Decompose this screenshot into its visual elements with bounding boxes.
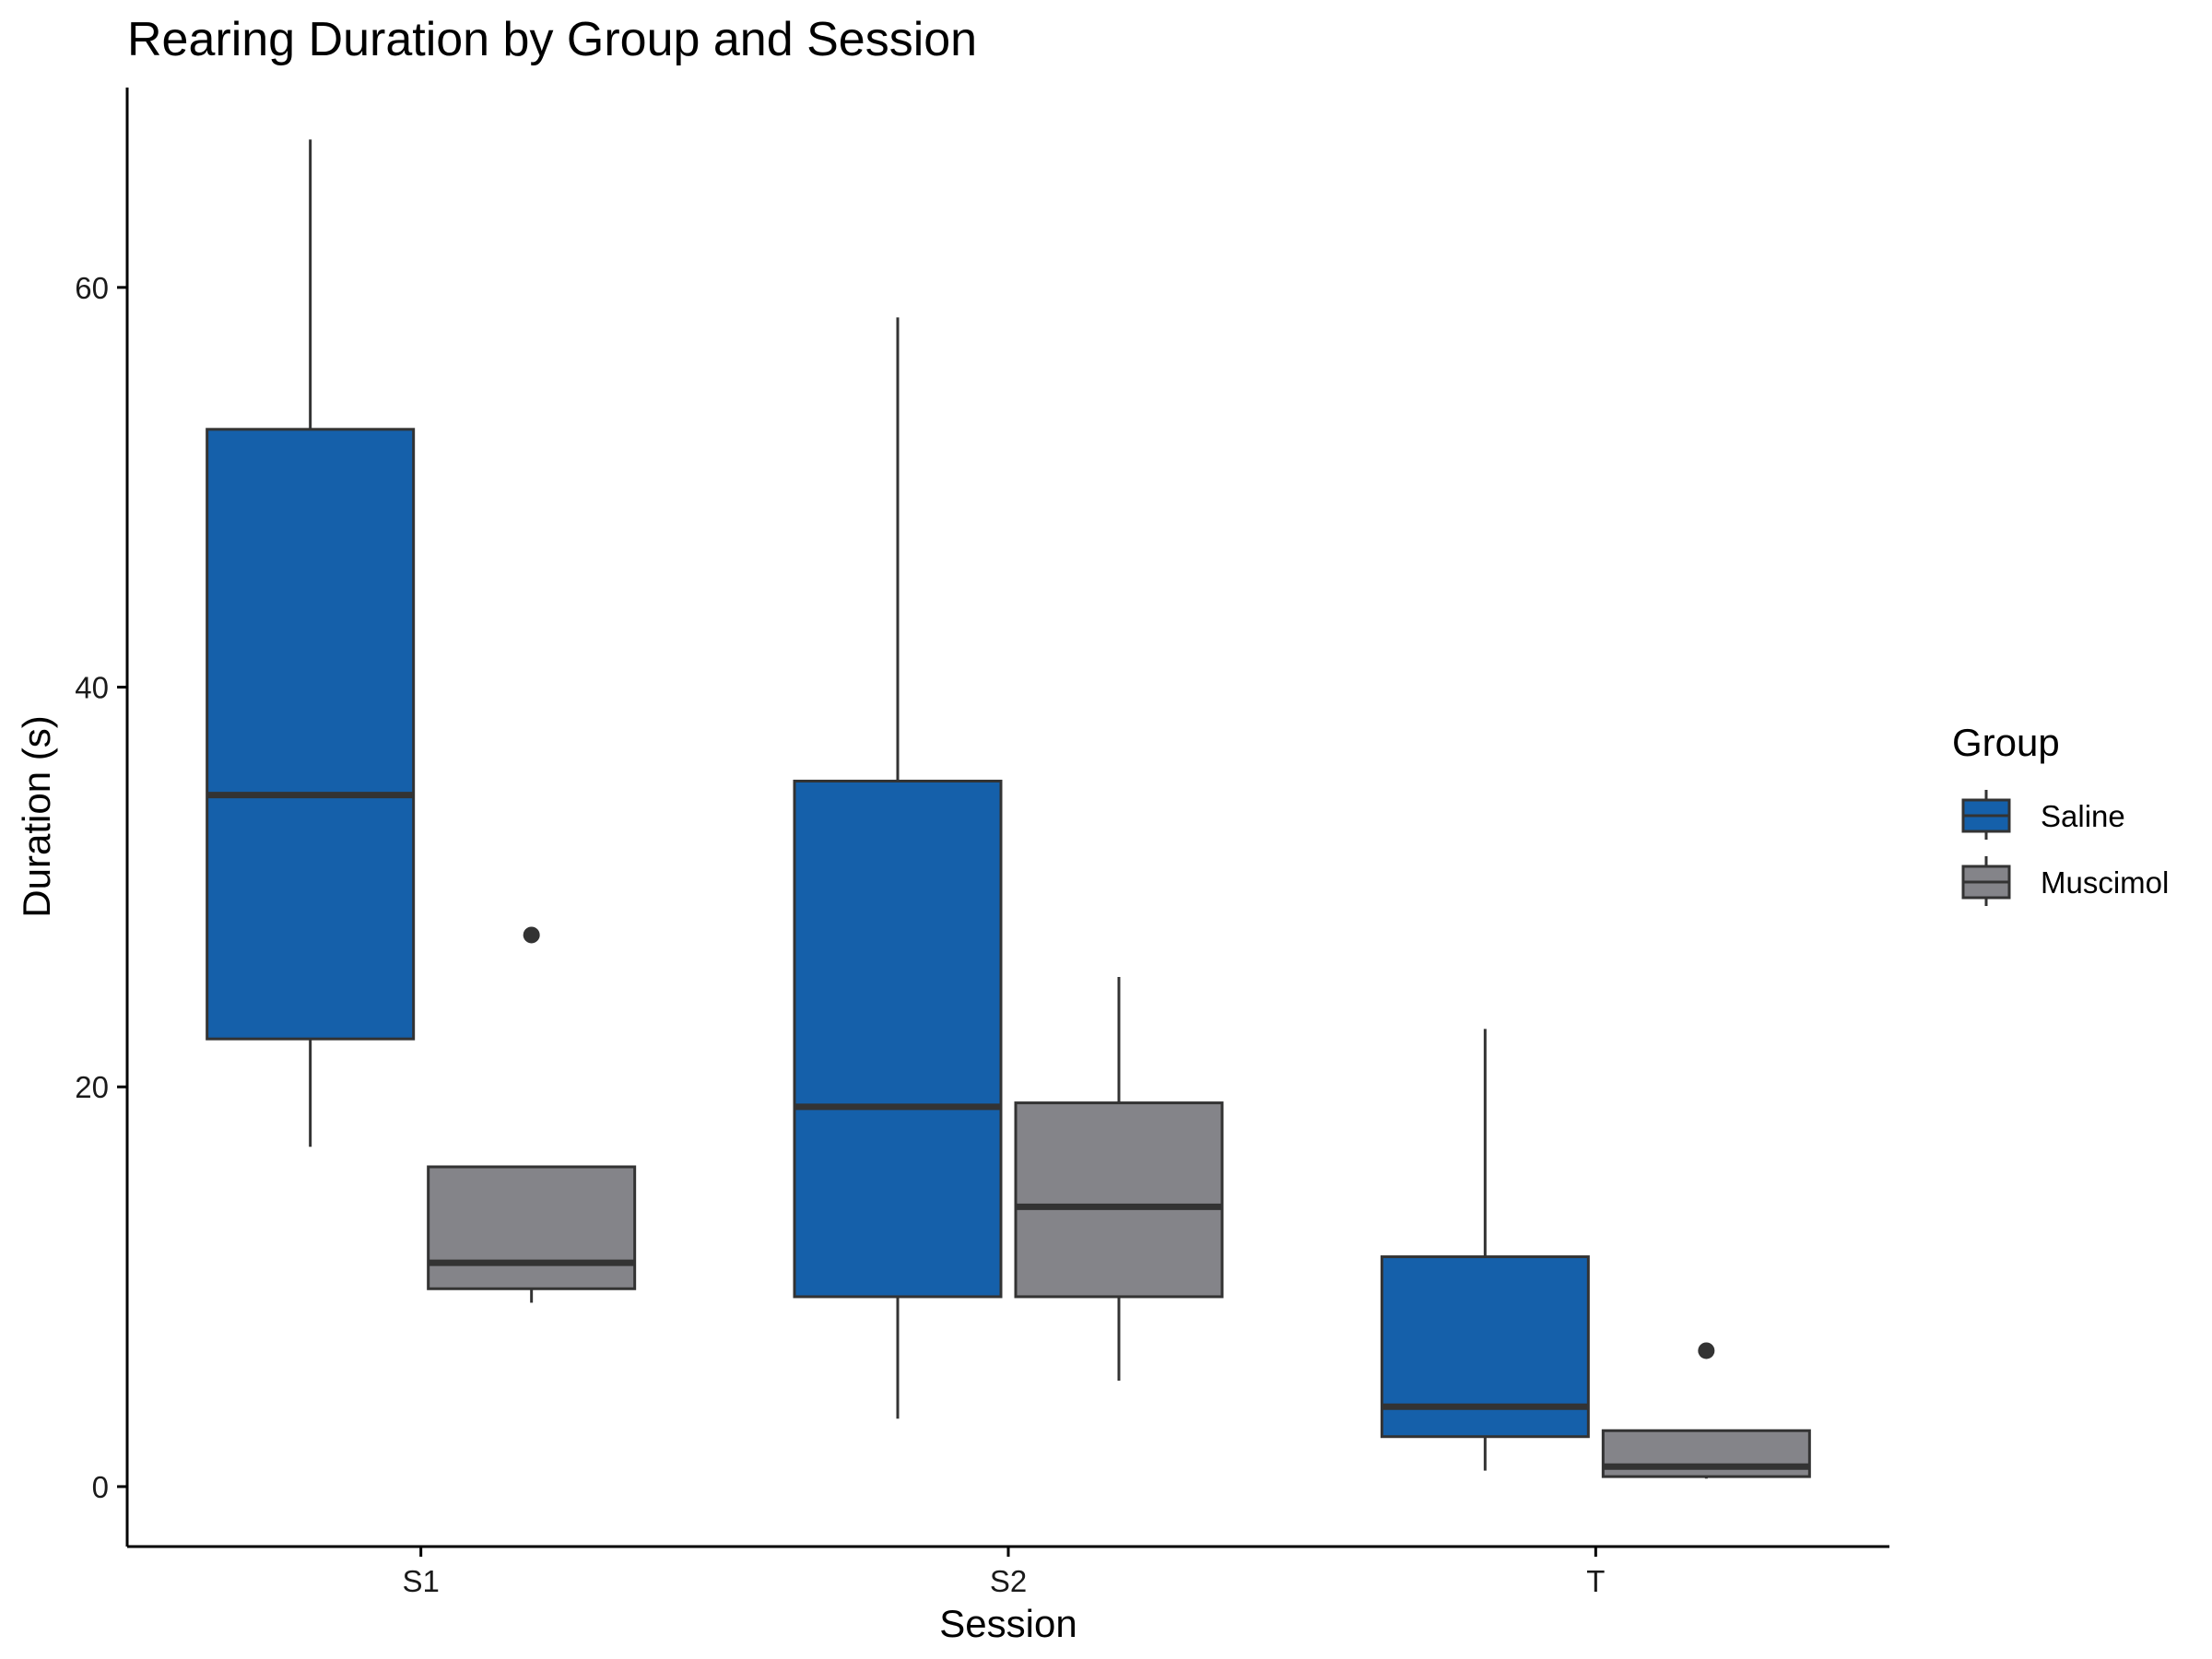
box-body bbox=[1014, 1101, 1224, 1299]
x-axis-title: Session bbox=[939, 1602, 1077, 1645]
series-muscimol bbox=[427, 926, 1811, 1479]
box-body bbox=[206, 428, 416, 1041]
legend: Group Saline Muscimol bbox=[1952, 721, 2169, 906]
box-muscimol-s1 bbox=[427, 926, 637, 1303]
y-axis-ticks: 0 20 40 60 bbox=[75, 271, 127, 1504]
legend-title: Group bbox=[1952, 721, 2060, 764]
legend-label: Muscimol bbox=[2041, 865, 2169, 900]
x-axis-ticks: S1 S2 T bbox=[402, 1547, 1605, 1598]
legend-items: Saline Muscimol bbox=[1961, 790, 2169, 906]
y-tick-label: 0 bbox=[92, 1470, 109, 1504]
legend-item-saline: Saline bbox=[1961, 790, 2125, 840]
y-tick-label: 40 bbox=[75, 671, 109, 705]
box-saline-s2 bbox=[793, 317, 1003, 1419]
box-saline-t bbox=[1380, 1029, 1590, 1471]
plot-area bbox=[206, 139, 1811, 1479]
legend-label: Saline bbox=[2041, 799, 2125, 833]
outlier-point bbox=[523, 926, 540, 944]
box-body bbox=[427, 1165, 637, 1290]
legend-item-muscimol: Muscimol bbox=[1961, 856, 2169, 906]
box-muscimol-s2 bbox=[1014, 976, 1224, 1382]
y-axis-title: Duration (s) bbox=[15, 715, 58, 917]
outlier-point bbox=[1698, 1342, 1715, 1359]
x-tick-label: S1 bbox=[402, 1564, 439, 1598]
box-muscimol-t bbox=[1601, 1342, 1811, 1479]
x-tick-label: S2 bbox=[990, 1564, 1027, 1598]
y-tick-label: 60 bbox=[75, 271, 109, 305]
x-tick-label: T bbox=[1586, 1564, 1605, 1598]
chart-title: Rearing Duration by Group and Session bbox=[127, 13, 977, 66]
series-saline bbox=[206, 139, 1590, 1471]
y-tick-label: 20 bbox=[75, 1070, 109, 1104]
box-saline-s1 bbox=[206, 139, 416, 1147]
box-body bbox=[793, 779, 1003, 1299]
